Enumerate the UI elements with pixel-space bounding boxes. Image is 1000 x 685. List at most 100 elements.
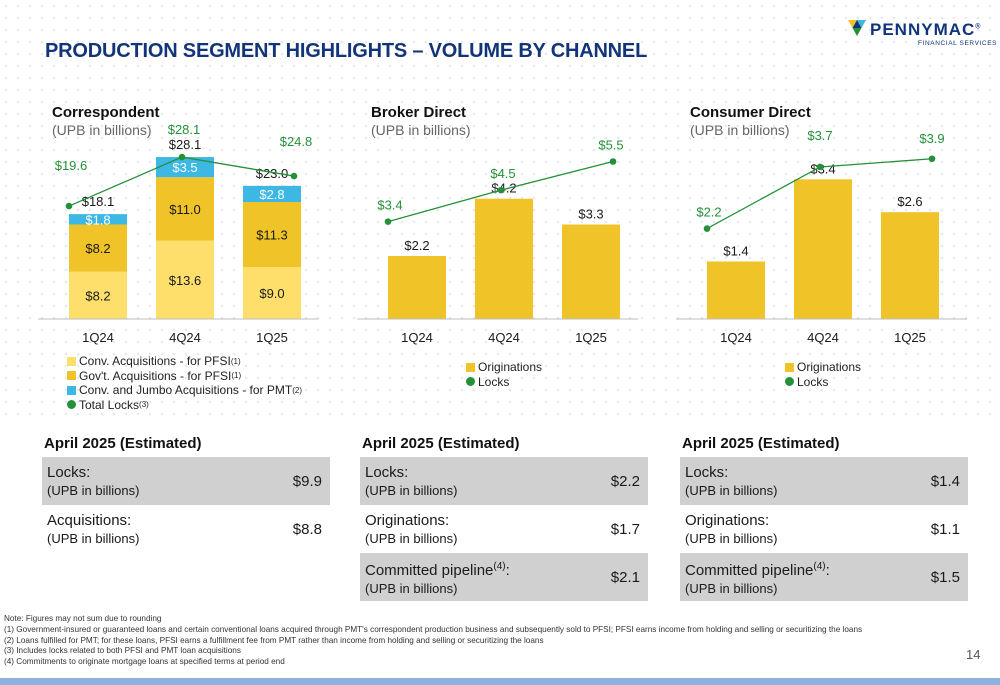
estimate-label: Locks: (UPB in billions) (47, 463, 139, 499)
locks-point-broker-direct-4q24 (497, 186, 505, 194)
legend-footnote-ref: (2) (292, 385, 302, 395)
bar-broker-direct-originations-1q25 (562, 224, 620, 319)
footnote-line: (3) Includes locks related to both PFSI … (4, 646, 241, 656)
x-tick-consumer-direct-1q24: 1Q24 (720, 330, 752, 345)
locks-point-broker-direct-1q24 (384, 218, 392, 225)
locks-label-correspondent-4q24: $28.1 (168, 122, 201, 137)
estimate-value: $9.9 (292, 472, 322, 490)
estimate-row-locks: Locks: (UPB in billions) $1.4 (680, 457, 968, 505)
charts-area: Correspondent (UPB in billions) $8.2 $8.2 $1… (0, 100, 1000, 430)
bar-label-broker-direct-1q25: $3.3 (578, 207, 603, 222)
legend-footnote-ref: (3) (139, 400, 149, 410)
locks-label-broker-direct-1q25: $5.5 (598, 138, 623, 153)
estimate-label-text: Acquisitions: (47, 512, 132, 529)
footnotes: Note: Figures may not sum due to roundin… (4, 614, 862, 668)
bar-correspondent-gov-t-acquisitions-for-pfsi-1q25 (243, 202, 301, 268)
chart-subtitle-correspondent: (UPB in billions) (52, 122, 152, 138)
locks-point-consumer-direct-4q24 (816, 163, 824, 171)
legend-item-originations: Originations (785, 360, 861, 375)
estimate-label: Originations: (UPB in billions) (685, 511, 777, 547)
legend-consumer-direct: Originations Locks (785, 360, 861, 389)
bar-label-consumer-direct-1q25: $2.6 (897, 194, 922, 209)
estimate-panel-broker-direct: April 2025 (Estimated) Locks: (UPB in bill… (360, 433, 648, 601)
estimate-label-text: Committed pipeline (365, 562, 494, 579)
legend-item-conv-acquisitions-for-pfsi: Conv. Acquisitions - for PFSI (1) (67, 354, 302, 369)
bar-correspondent-conv-and-jumbo-acquisitions-for-pmt-1q25 (243, 185, 301, 203)
estimate-label-text: Committed pipeline (685, 562, 814, 579)
bar-label-correspondent-conv-and-jumbo-acquisitions-for-pmt-4q24: $3.5 (172, 160, 197, 175)
bar-label-broker-direct-1q24: $2.2 (404, 238, 429, 253)
locks-label-broker-direct-1q24: $3.4 (377, 198, 402, 213)
legend-item-conv-and-jumbo-acquisitions-for-pmt: Conv. and Jumbo Acquisitions - for PMT (2… (67, 383, 302, 398)
legend-item-locks: Locks (466, 375, 542, 390)
estimate-label-suffix: : (825, 562, 830, 579)
locks-label-consumer-direct-1q24: $2.2 (696, 205, 721, 220)
estimate-label: Committed pipeline(4): (UPB in billions) (365, 557, 510, 597)
estimate-label-sub: (UPB in billions) (365, 581, 458, 596)
estimate-label-sub: (UPB in billions) (365, 483, 458, 498)
legend-label: Conv. Acquisitions - for PFSI (79, 354, 231, 369)
estimate-row-committed-pipeline: Committed pipeline(4): (UPB in billions) $… (680, 553, 968, 601)
x-tick-correspondent-1q24: 1Q24 (82, 330, 114, 345)
estimate-panel-consumer-direct: April 2025 (Estimated) Locks: (UPB in bill… (680, 433, 968, 601)
estimate-panel-correspondent: April 2025 (Estimated) Locks: (UPB in bill… (42, 433, 330, 553)
estimate-label-sub: (UPB in billions) (685, 531, 778, 546)
page-number: 14 (966, 647, 981, 662)
bar-label-correspondent-conv-and-jumbo-acquisitions-for-pmt-1q24: $1.8 (85, 212, 110, 227)
legend-item-gov-t-acquisitions-for-pfsi: Gov't. Acquisitions - for PFSI (1) (67, 369, 302, 384)
bar-label-correspondent-conv-acquisitions-for-pfsi-1q25: $9.0 (259, 286, 284, 301)
estimate-row-acquisitions: Acquisitions: (UPB in billions) $8.8 (42, 505, 330, 553)
locks-label-correspondent-1q25: $24.8 (280, 134, 313, 149)
estimate-label-sub: (UPB in billions) (365, 531, 458, 546)
chart-title-correspondent: Correspondent (52, 104, 160, 121)
legend-label: Locks (797, 374, 829, 389)
bar-label-consumer-direct-4q24: $3.4 (810, 161, 835, 176)
legend-dot-icon (67, 400, 76, 410)
estimate-value: $2.2 (610, 472, 640, 490)
bar-consumer-direct-originations-1q25 (881, 212, 939, 319)
bar-label-correspondent-gov-t-acquisitions-for-pfsi-1q25: $11.3 (256, 228, 288, 243)
x-tick-broker-direct-1q25: 1Q25 (575, 330, 607, 345)
estimate-value: $1.4 (930, 472, 960, 490)
x-tick-consumer-direct-4q24: 4Q24 (807, 330, 839, 345)
pennymac-logo-icon (848, 20, 866, 36)
legend-label: Conv. and Jumbo Acquisitions - for PMT (79, 383, 293, 398)
legend-label: Gov't. Acquisitions - for PFSI (79, 368, 232, 383)
estimate-row-originations: Originations: (UPB in billions) $1.1 (680, 505, 968, 553)
bar-label-correspondent-conv-acquisitions-for-pfsi-4q24: $13.6 (169, 273, 202, 288)
locks-point-correspondent-1q24 (65, 202, 73, 210)
chart-subtitle-broker-direct: (UPB in billions) (371, 122, 471, 138)
chart-subtitle-consumer-direct: (UPB in billions) (690, 122, 790, 138)
estimate-label-text: Originations: (365, 512, 450, 529)
estimate-label: Committed pipeline(4): (UPB in billions) (685, 557, 830, 597)
estimate-title: April 2025 (Estimated) (362, 435, 520, 452)
estimate-value: $8.8 (292, 520, 322, 538)
estimate-footnote-ref: (4) (813, 561, 826, 572)
x-tick-correspondent-4q24: 4Q24 (169, 330, 201, 345)
estimate-label-sub: (UPB in billions) (47, 483, 140, 498)
estimate-label-text: Locks: (365, 464, 409, 481)
page-title: PRODUCTION SEGMENT HIGHLIGHTS – VOLUME B… (45, 40, 648, 62)
estimate-row-locks: Locks: (UPB in billions) $2.2 (360, 457, 648, 505)
legend-swatch-icon (67, 371, 76, 381)
locks-point-consumer-direct-1q24 (703, 225, 711, 232)
locks-point-correspondent-1q25 (290, 172, 298, 180)
logo-wordmark: PENNYMAC® (870, 20, 982, 39)
legend-label: Total Locks (79, 397, 140, 412)
legend-label: Locks (478, 374, 510, 389)
legend-item-locks: Locks (785, 375, 861, 390)
legend-dot-icon (466, 377, 475, 387)
bar-consumer-direct-originations-1q24 (707, 261, 765, 319)
estimate-label-text: Locks: (685, 464, 729, 481)
total-label-correspondent-1q24: $18.1 (82, 194, 115, 209)
estimate-row-committed-pipeline: Committed pipeline(4): (UPB in billions) $… (360, 553, 648, 601)
bar-correspondent-conv-and-jumbo-acquisitions-for-pmt-1q24 (69, 214, 127, 225)
legend-swatch-icon (785, 362, 794, 372)
estimate-label-suffix: : (505, 562, 510, 579)
x-tick-broker-direct-1q24: 1Q24 (401, 330, 433, 345)
legend-broker-direct: Originations Locks (466, 360, 542, 389)
x-tick-broker-direct-4q24: 4Q24 (488, 330, 520, 345)
bar-label-broker-direct-4q24: $4.2 (491, 181, 516, 196)
x-tick-correspondent-1q25: 1Q25 (256, 330, 288, 345)
estimate-label: Originations: (UPB in billions) (365, 511, 457, 547)
